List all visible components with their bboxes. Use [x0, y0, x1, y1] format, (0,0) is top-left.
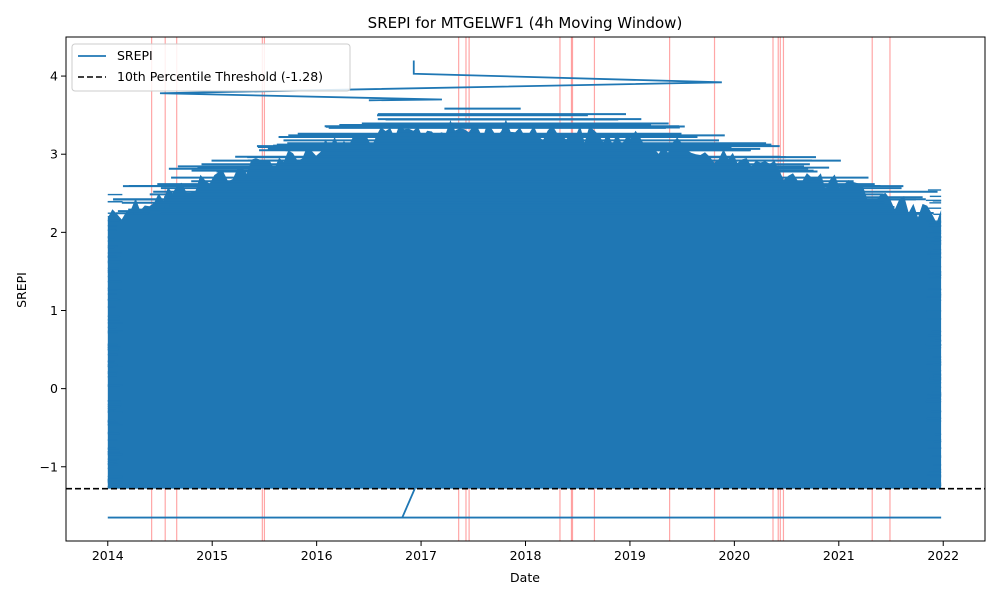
- y-tick-label: −1: [40, 459, 58, 474]
- x-tick-label: 2019: [614, 548, 646, 563]
- x-tick-label: 2015: [196, 548, 228, 563]
- y-tick-label: 0: [50, 381, 58, 396]
- legend-box: [71, 43, 351, 92]
- srepi-series: [107, 60, 942, 519]
- x-tick-label: 2020: [718, 548, 750, 563]
- legend-srepi-label: SREPI: [117, 48, 153, 63]
- legend: SREPI 10th Percentile Threshold (-1.28): [71, 43, 351, 92]
- srepi-segment: [401, 488, 416, 518]
- y-axis-ticks: −1 0 1 2 3 4: [40, 69, 66, 474]
- y-tick-label: 1: [50, 303, 58, 318]
- y-tick-label: 2: [50, 225, 58, 240]
- plot-area: [66, 37, 985, 541]
- legend-threshold-label: 10th Percentile Threshold (-1.28): [117, 69, 323, 84]
- x-tick-label: 2018: [510, 548, 542, 563]
- x-tick-label: 2016: [301, 548, 333, 563]
- x-axis-title: Date: [510, 570, 540, 585]
- y-axis-title: SREPI: [14, 272, 29, 308]
- y-tick-label: 4: [50, 69, 58, 84]
- y-tick-label: 3: [50, 147, 58, 162]
- x-tick-label: 2021: [823, 548, 855, 563]
- x-tick-label: 2022: [927, 548, 959, 563]
- srepi-segment: [159, 60, 722, 102]
- x-tick-label: 2017: [405, 548, 437, 563]
- chart-title: SREPI for MTGELWF1 (4h Moving Window): [368, 14, 683, 32]
- x-axis-ticks: 2014 2015 2016 2017 2018 2019 2020 2021 2022: [92, 541, 959, 563]
- x-tick-label: 2014: [92, 548, 124, 563]
